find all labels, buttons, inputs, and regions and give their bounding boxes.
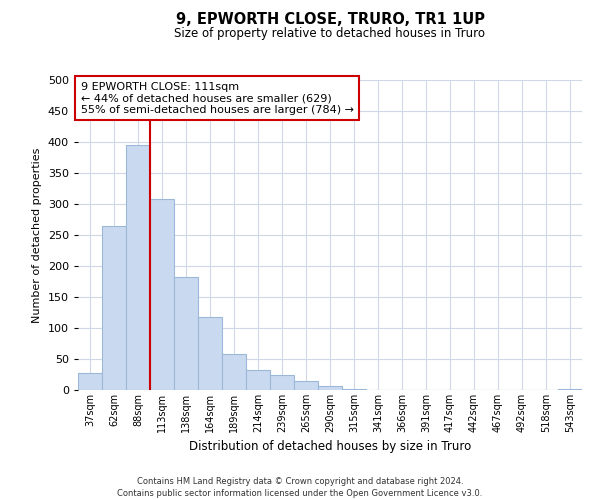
Bar <box>78 372 102 390</box>
Bar <box>198 318 222 390</box>
Bar <box>126 145 150 390</box>
X-axis label: Distribution of detached houses by size in Truro: Distribution of detached houses by size … <box>189 440 471 454</box>
Text: Contains HM Land Registry data © Crown copyright and database right 2024.
Contai: Contains HM Land Registry data © Crown c… <box>118 476 482 498</box>
Text: 9 EPWORTH CLOSE: 111sqm
← 44% of detached houses are smaller (629)
55% of semi-d: 9 EPWORTH CLOSE: 111sqm ← 44% of detache… <box>80 82 353 115</box>
Text: Size of property relative to detached houses in Truro: Size of property relative to detached ho… <box>175 28 485 40</box>
Bar <box>318 386 342 390</box>
Bar <box>270 374 294 390</box>
Bar <box>246 370 270 390</box>
Y-axis label: Number of detached properties: Number of detached properties <box>32 148 42 322</box>
Bar <box>558 389 582 390</box>
Bar <box>174 276 198 390</box>
Bar <box>150 199 174 390</box>
Bar <box>222 354 246 390</box>
Text: 9, EPWORTH CLOSE, TRURO, TR1 1UP: 9, EPWORTH CLOSE, TRURO, TR1 1UP <box>176 12 485 28</box>
Bar <box>102 226 126 390</box>
Bar <box>294 380 318 390</box>
